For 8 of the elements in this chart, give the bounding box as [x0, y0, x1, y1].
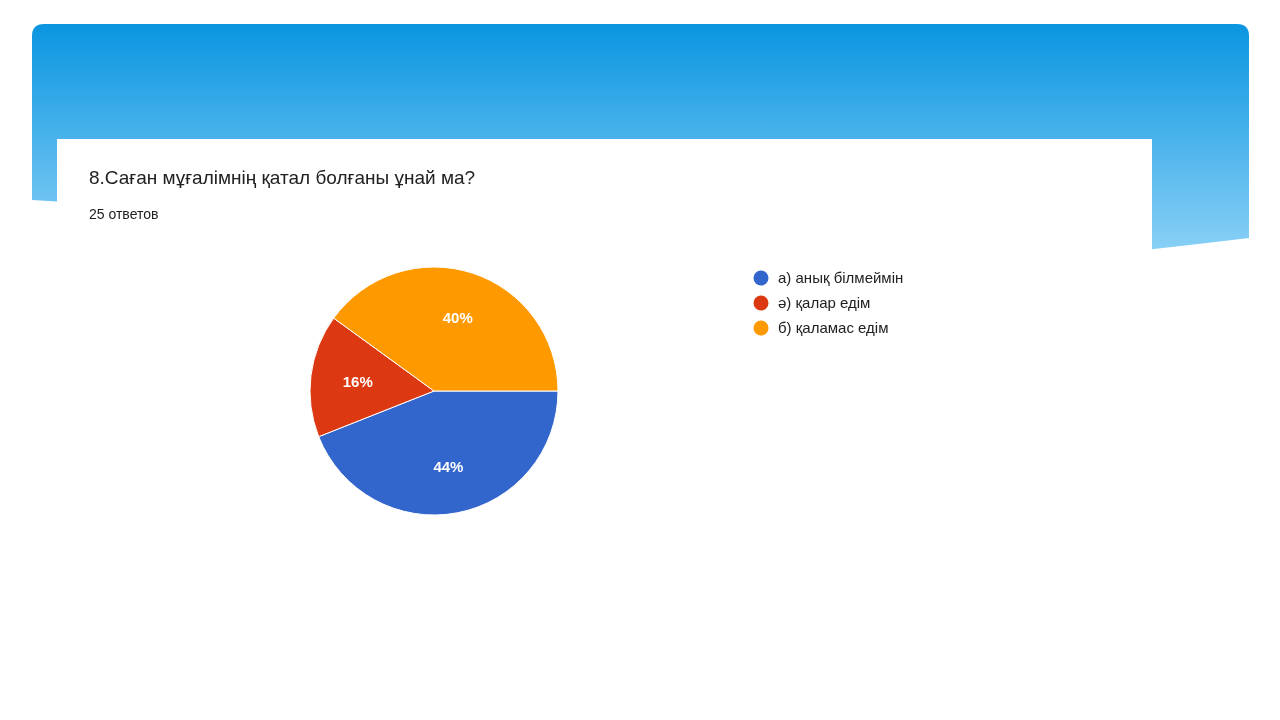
- text: 25 ответов: [89, 206, 159, 222]
- legend-label: б) қаламас едім: [778, 319, 889, 337]
- data-label: 16%: [342, 372, 373, 390]
- chart-title: 8.Саған мұғалімнің қатал болғаны ұнай ма?: [89, 167, 476, 188]
- data-label: 44%: [433, 457, 464, 475]
- legend-label: ә) қалар едім: [778, 294, 871, 312]
- data-label: 40%: [442, 309, 473, 327]
- legend-label: а) анық білмеймін: [778, 269, 904, 287]
